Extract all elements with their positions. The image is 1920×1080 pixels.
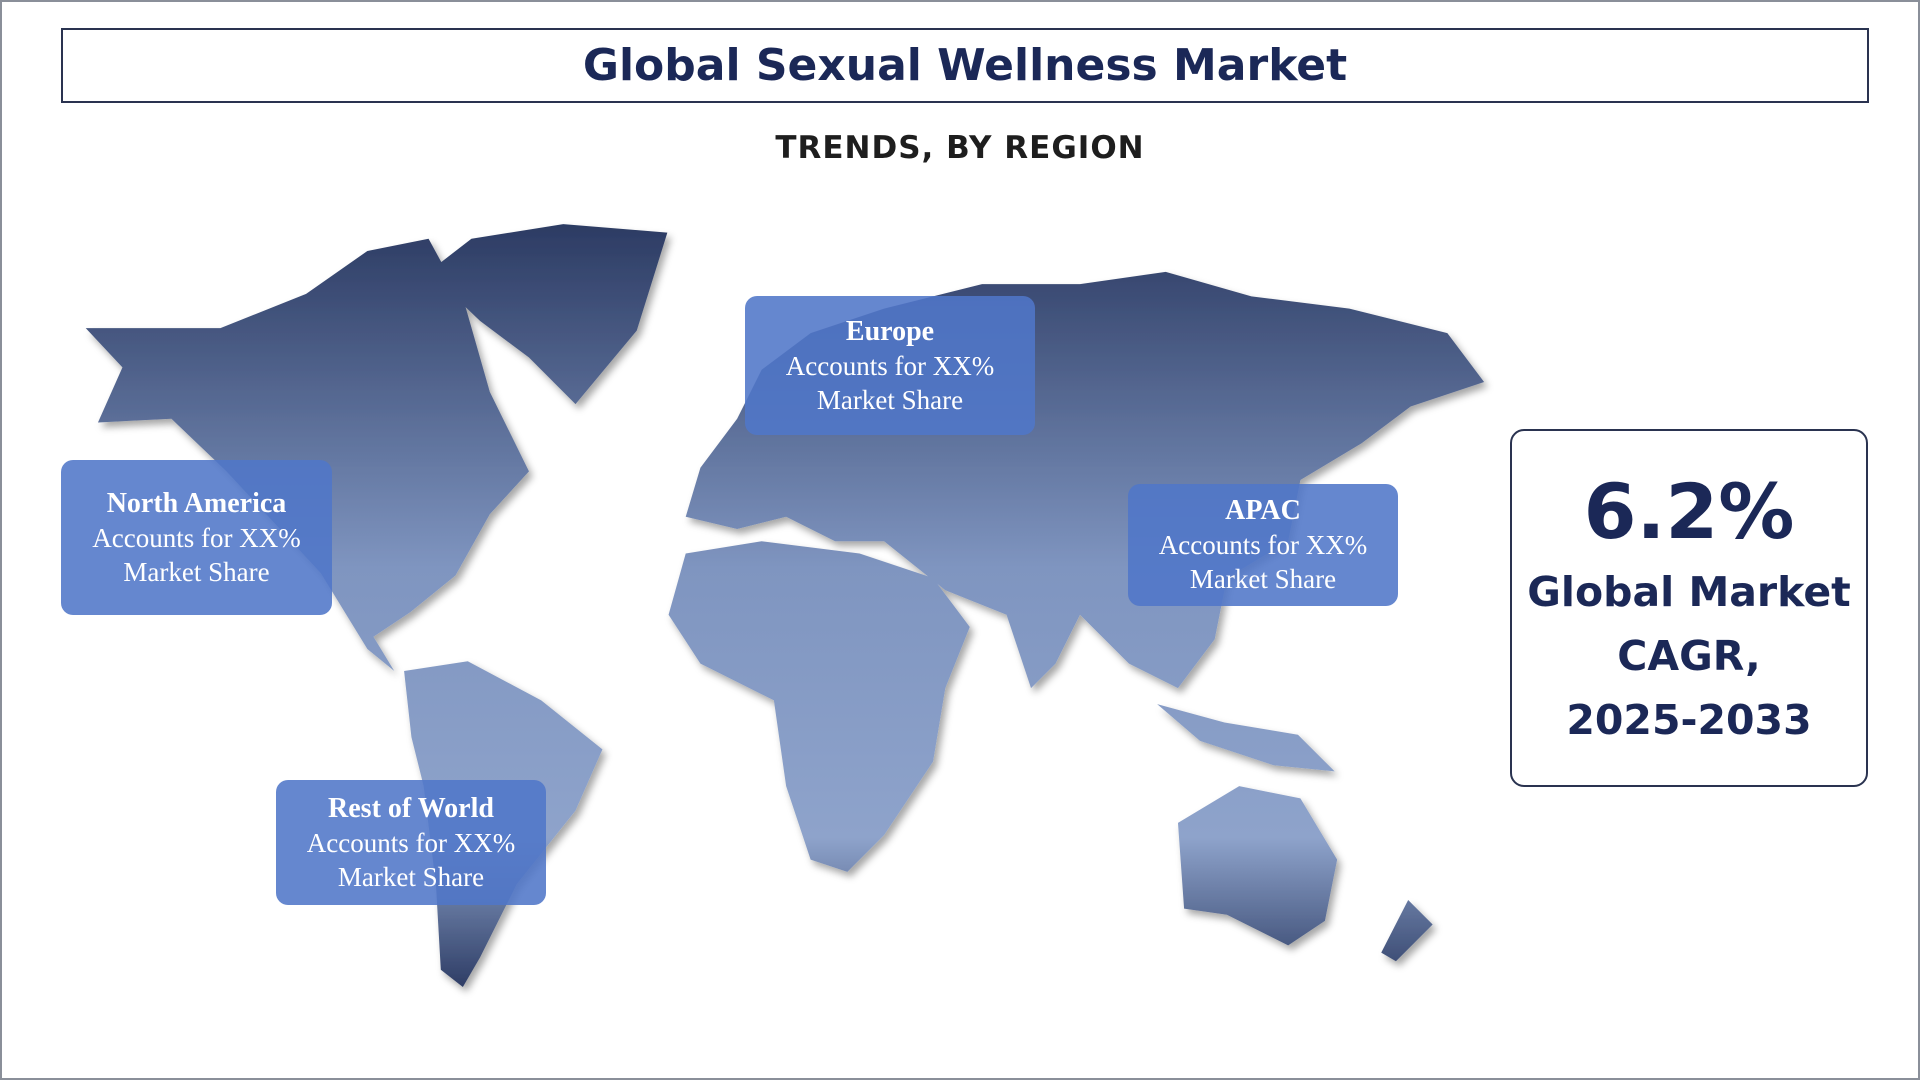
cagr-label: Global Market bbox=[1527, 568, 1851, 616]
region-box: Rest of World Accounts for XX% Market Shar… bbox=[276, 780, 546, 905]
title: Global Sexual Wellness Market bbox=[61, 28, 1869, 103]
region-name: Europe bbox=[845, 315, 935, 347]
cagr-label: CAGR, bbox=[1617, 632, 1761, 680]
africa bbox=[668, 541, 970, 872]
region-box: Europe Accounts for XX% Market Share bbox=[745, 296, 1035, 435]
region-text: Market Share bbox=[1189, 564, 1337, 594]
region-name: Rest of World bbox=[328, 792, 494, 824]
region-text: Market Share bbox=[123, 556, 270, 587]
cagr-label: 2025-2033 bbox=[1566, 696, 1812, 744]
cagr-value: 6.2% bbox=[1583, 467, 1795, 556]
region-name: North America bbox=[106, 487, 287, 519]
cagr-box: 6.2% Global Market CAGR, 2025-2033 bbox=[1510, 429, 1868, 787]
region-name: APAC bbox=[1225, 495, 1301, 526]
region-text: Accounts for XX% bbox=[306, 827, 516, 858]
subtitle: TRENDS, BY REGION bbox=[775, 130, 1145, 166]
region-box: APAC Accounts for XX% Market Share bbox=[1128, 484, 1398, 606]
region-text: Accounts for XX% bbox=[1158, 530, 1368, 560]
region-text: Market Share bbox=[337, 861, 485, 892]
region-text: Accounts for XX% bbox=[785, 350, 995, 381]
new-zealand bbox=[1381, 900, 1433, 962]
north-america bbox=[85, 238, 529, 672]
region-box: North America Accounts for XX% Market Shar… bbox=[61, 460, 332, 615]
greenland bbox=[428, 224, 668, 405]
indonesia bbox=[1157, 704, 1335, 772]
australia bbox=[1177, 786, 1338, 946]
region-text: Accounts for XX% bbox=[92, 522, 301, 553]
region-text: Market Share bbox=[816, 384, 964, 415]
